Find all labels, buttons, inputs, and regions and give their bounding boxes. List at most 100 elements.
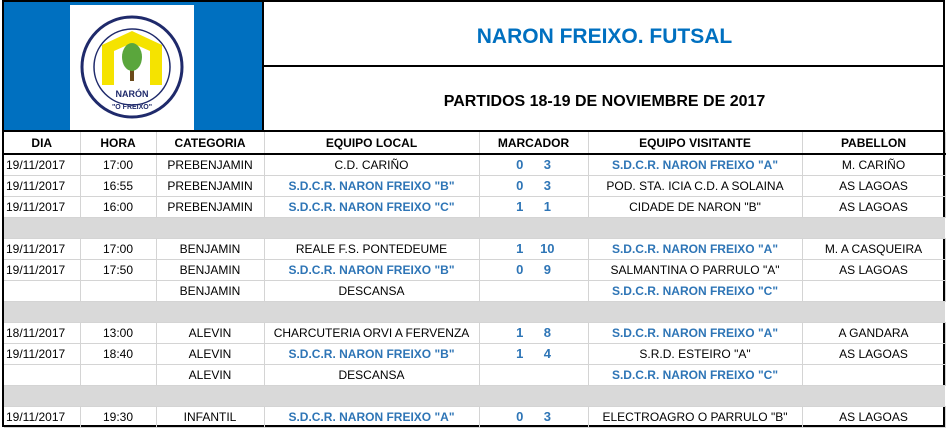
table-row: 19/11/2017 19:30 INFANTIL S.D.C.R. NARON FR… — [4, 406, 946, 428]
cell-equipo-visitante: S.D.C.R. NARON FREIXO "A" — [588, 238, 803, 260]
score-visitante: 9 — [543, 262, 551, 277]
cell-pabellon — [802, 280, 946, 302]
table-row: ALEVIN DESCANSA S.D.C.R. NARON FREIXO "C" — [4, 364, 946, 386]
cell-marcador: 0 3 — [479, 406, 589, 428]
score-local: 0 — [516, 157, 524, 173]
table-row: 19/11/2017 17:00 PREBENJAMIN C.D. CARIÑO 0 3… — [4, 154, 946, 176]
cell-pabellon: AS LAGOAS — [802, 259, 946, 281]
cell-marcador: 1 1 — [479, 196, 589, 218]
score-visitante: 3 — [543, 409, 551, 424]
cell-equipo-local: DESCANSA — [264, 364, 480, 386]
cell-hora: 18:40 — [80, 343, 157, 365]
cell-pabellon: A GANDARA — [802, 322, 946, 344]
cell-categoria: INFANTIL — [156, 406, 265, 428]
cell-dia — [4, 280, 81, 302]
cell-dia — [4, 364, 81, 386]
cell-categoria: BENJAMIN — [156, 280, 265, 302]
score-visitante: 4 — [543, 346, 551, 361]
cell-equipo-visitante: S.R.D. ESTEIRO "A" — [588, 343, 803, 365]
score-local: 1 — [516, 241, 524, 256]
cell-marcador: 0 9 — [479, 259, 589, 281]
column-header-hora: HORA — [80, 132, 157, 155]
cell-marcador — [479, 280, 589, 302]
score-visitante: 3 — [543, 178, 551, 193]
cell-hora: 17:00 — [80, 154, 157, 176]
separator-row — [4, 217, 945, 239]
cell-equipo-local: C.D. CARIÑO — [264, 154, 480, 176]
score-visitante: 3 — [543, 157, 551, 173]
cell-categoria: PREBENJAMIN — [156, 196, 265, 218]
club-logo: NARÓN "O FREIXO" — [70, 5, 194, 130]
cell-marcador: 0 3 — [479, 175, 589, 197]
cell-hora: 16:55 — [80, 175, 157, 197]
table-row: 18/11/2017 13:00 ALEVIN CHARCUTERIA ORVI A … — [4, 322, 946, 344]
cell-categoria: PREBENJAMIN — [156, 154, 265, 176]
column-header-dia: DIA — [4, 132, 81, 155]
score-visitante: 8 — [543, 325, 551, 340]
table-row: BENJAMIN DESCANSA S.D.C.R. NARON FREIXO "… — [4, 280, 946, 302]
cell-equipo-visitante: CIDADE DE NARON "B" — [588, 196, 803, 218]
table-row: 19/11/2017 18:40 ALEVIN S.D.C.R. NARON FREI… — [4, 343, 946, 365]
column-header-equipo-visitante: EQUIPO VISITANTE — [588, 132, 803, 155]
cell-categoria: BENJAMIN — [156, 259, 265, 281]
column-header-categoria: CATEGORIA — [156, 132, 265, 155]
cell-marcador: 1 10 — [479, 238, 589, 260]
cell-equipo-visitante: S.D.C.R. NARON FREIXO "C" — [588, 280, 803, 302]
score-local: 0 — [516, 409, 524, 424]
cell-pabellon: AS LAGOAS — [802, 196, 946, 218]
cell-categoria: ALEVIN — [156, 322, 265, 344]
score-visitante: 10 — [540, 241, 555, 256]
cell-dia: 19/11/2017 — [4, 196, 81, 218]
page-title: NARON FREIXO. FUTSAL — [264, 2, 945, 67]
score-local: 1 — [516, 325, 524, 340]
cell-pabellon: AS LAGOAS — [802, 343, 946, 365]
cell-hora — [80, 364, 157, 386]
cell-pabellon: AS LAGOAS — [802, 175, 946, 197]
score-local: 1 — [516, 346, 524, 361]
table-row: 19/11/2017 17:00 BENJAMIN REALE F.S. PONTED… — [4, 238, 946, 260]
column-header-pabellon: PABELLON — [802, 132, 946, 155]
logo-cell: NARÓN "O FREIXO" — [4, 2, 264, 132]
cell-dia: 19/11/2017 — [4, 406, 81, 428]
cell-pabellon: M. CARIÑO — [802, 154, 946, 176]
cell-equipo-visitante: SALMANTINA O PARRULO "A" — [588, 259, 803, 281]
cell-equipo-local: S.D.C.R. NARON FREIXO "B" — [264, 343, 480, 365]
table-row: 19/11/2017 16:55 PREBENJAMIN S.D.C.R. NARON… — [4, 175, 946, 197]
separator-row — [4, 385, 945, 407]
cell-categoria: PREBENJAMIN — [156, 175, 265, 197]
cell-categoria: ALEVIN — [156, 364, 265, 386]
cell-dia: 19/11/2017 — [4, 259, 81, 281]
cell-equipo-visitante: S.D.C.R. NARON FREIXO "A" — [588, 154, 803, 176]
cell-hora: 16:00 — [80, 196, 157, 218]
cell-hora: 17:50 — [80, 259, 157, 281]
cell-pabellon: AS LAGOAS — [802, 406, 946, 428]
page-subtitle: PARTIDOS 18-19 DE NOVIEMBRE DE 2017 — [264, 67, 945, 132]
svg-text:NARÓN: NARÓN — [116, 88, 149, 99]
cell-marcador — [479, 364, 589, 386]
table-row: 19/11/2017 17:50 BENJAMIN S.D.C.R. NARON FR… — [4, 259, 946, 281]
cell-pabellon: M. A CASQUEIRA — [802, 238, 946, 260]
score-local: 1 — [516, 199, 524, 214]
cell-equipo-local: S.D.C.R. NARON FREIXO "B" — [264, 259, 480, 281]
cell-equipo-local: S.D.C.R. NARON FREIXO "A" — [264, 406, 480, 428]
cell-dia: 19/11/2017 — [4, 343, 81, 365]
score-visitante: 1 — [543, 199, 551, 214]
cell-dia: 19/11/2017 — [4, 175, 81, 197]
matches-table: DIA HORA CATEGORIA EQUIPO LOCAL MARCADOR EQUI… — [4, 132, 946, 428]
cell-equipo-visitante: S.D.C.R. NARON FREIXO "A" — [588, 322, 803, 344]
score-local: 0 — [516, 262, 524, 277]
svg-text:"O FREIXO": "O FREIXO" — [112, 104, 152, 111]
cell-marcador: 1 8 — [479, 322, 589, 344]
cell-categoria: ALEVIN — [156, 343, 265, 365]
cell-dia: 19/11/2017 — [4, 238, 81, 260]
cell-equipo-visitante: S.D.C.R. NARON FREIXO "C" — [588, 364, 803, 386]
cell-dia: 19/11/2017 — [4, 154, 81, 176]
cell-equipo-local: S.D.C.R. NARON FREIXO "B" — [264, 175, 480, 197]
cell-hora: 17:00 — [80, 238, 157, 260]
cell-equipo-local: CHARCUTERIA ORVI A FERVENZA — [264, 322, 480, 344]
cell-pabellon — [802, 364, 946, 386]
cell-hora: 19:30 — [80, 406, 157, 428]
cell-equipo-local: REALE F.S. PONTEDEUME — [264, 238, 480, 260]
cell-hora: 13:00 — [80, 322, 157, 344]
